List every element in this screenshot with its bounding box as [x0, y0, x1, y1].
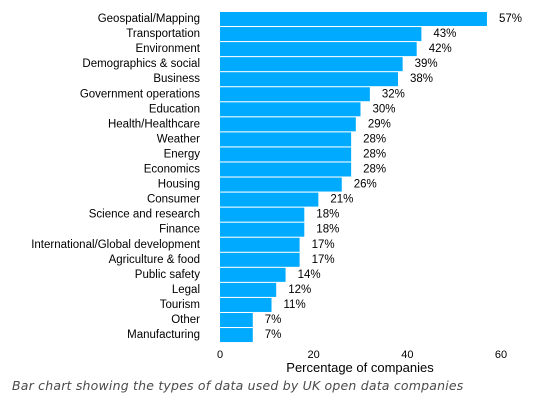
bar — [220, 147, 352, 162]
value-label: 30% — [373, 103, 396, 115]
category-label: Geospatial/Mapping — [98, 13, 200, 25]
bar — [220, 207, 305, 222]
category-label: Manufacturing — [127, 329, 200, 341]
bar — [220, 87, 370, 102]
bar — [220, 132, 352, 147]
value-label: 18% — [316, 224, 339, 236]
bar — [220, 162, 352, 177]
category-label: Government operations — [80, 88, 200, 100]
value-label: 7% — [265, 314, 282, 326]
figure-caption: Bar chart showing the types of data used… — [12, 378, 464, 393]
category-label: Public safety — [135, 269, 200, 281]
value-label: 18% — [316, 209, 339, 221]
bar — [220, 192, 319, 207]
category-label: Tourism — [160, 299, 200, 311]
value-label: 57% — [499, 13, 522, 25]
value-label: 38% — [410, 73, 433, 85]
bar — [220, 313, 253, 327]
x-axis-ticks-group: 0 20 40 60 — [217, 349, 507, 361]
bar — [220, 252, 300, 267]
value-label: 29% — [368, 118, 391, 130]
value-label: 12% — [288, 284, 311, 296]
value-label: 28% — [363, 148, 386, 160]
category-label: Education — [149, 103, 200, 115]
bar — [220, 12, 487, 26]
category-labels-group: Geospatial/Mapping Transportation Environm… — [31, 13, 201, 341]
category-label: Science and research — [89, 209, 200, 221]
category-label: Legal — [172, 284, 200, 296]
bar — [220, 237, 300, 252]
category-label: International/Global development — [31, 239, 201, 251]
category-label: Transportation — [126, 28, 200, 40]
category-label: Health/Healthcare — [108, 118, 200, 130]
bar — [220, 42, 417, 57]
x-tick-label: 60 — [495, 349, 507, 361]
value-label: 7% — [265, 329, 282, 341]
category-label: Demographics & social — [82, 58, 200, 70]
category-label: Energy — [164, 148, 201, 160]
value-label: 14% — [298, 269, 321, 281]
bar — [220, 72, 398, 87]
value-label: 11% — [284, 299, 306, 311]
x-tick-label: 40 — [401, 349, 413, 361]
x-tick-label: 0 — [217, 349, 223, 361]
bar — [220, 297, 272, 312]
bar — [220, 177, 342, 192]
category-label: Weather — [157, 133, 200, 145]
bar — [220, 267, 286, 282]
bars-group — [220, 12, 487, 343]
x-axis-title: Percentage of companies — [286, 360, 434, 375]
category-label: Housing — [158, 179, 200, 191]
value-labels-group: 57% 43% 42% 39% 38% 32% 30% 29% 28% 28% 28% 26%21% 1… — [265, 13, 522, 341]
value-label: 17% — [312, 254, 335, 266]
value-label: 39% — [415, 58, 438, 70]
category-label: Other — [171, 314, 200, 326]
bar — [220, 27, 422, 42]
category-label: Consumer — [147, 194, 200, 206]
category-label: Environment — [135, 43, 200, 55]
value-label: 28% — [363, 133, 386, 145]
bar — [220, 222, 305, 237]
bar — [220, 282, 277, 297]
category-label: Economics — [144, 164, 200, 176]
value-label: 26% — [354, 179, 377, 191]
bar — [220, 102, 361, 117]
category-label: Finance — [159, 224, 200, 236]
value-label: 21% — [330, 194, 353, 206]
value-label: 42% — [429, 43, 452, 55]
category-label: Business — [153, 73, 200, 85]
value-label: 28% — [363, 164, 386, 176]
bar — [220, 57, 403, 72]
value-label: 32% — [382, 88, 405, 100]
bar — [220, 328, 253, 343]
category-label: Agriculture & food — [109, 254, 200, 266]
value-label: 17% — [312, 239, 335, 251]
bar — [220, 117, 356, 132]
x-tick-label: 20 — [308, 349, 320, 361]
value-label: 43% — [433, 28, 456, 40]
